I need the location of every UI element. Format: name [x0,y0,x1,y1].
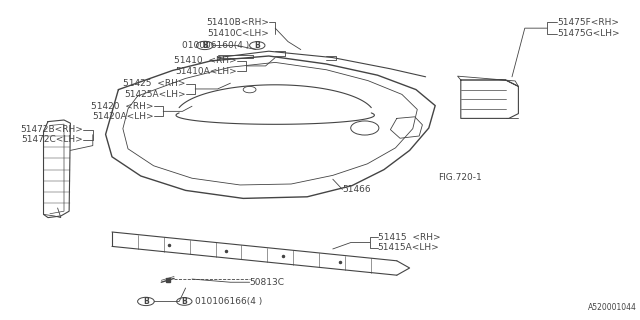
Text: 51420A<LH>: 51420A<LH> [92,112,154,121]
Text: 51420  <RH>: 51420 <RH> [91,102,154,111]
Text: 51472C<LH>: 51472C<LH> [22,135,83,144]
Text: B: B [255,41,260,50]
Text: 51410A<LH>: 51410A<LH> [175,67,237,76]
Text: B: B [202,41,207,50]
Text: 51425A<LH>: 51425A<LH> [124,90,186,99]
Text: 51415  <RH>: 51415 <RH> [378,233,440,242]
Text: 51410C<LH>: 51410C<LH> [207,29,269,38]
Text: FIG.720-1: FIG.720-1 [438,173,482,182]
Text: 51475F<RH>: 51475F<RH> [557,18,619,27]
Text: 51475G<LH>: 51475G<LH> [557,29,620,38]
Text: 010106166(4 ): 010106166(4 ) [195,297,262,306]
Text: 51472B<RH>: 51472B<RH> [20,125,83,134]
Text: 50813C: 50813C [250,278,285,287]
Text: 010006160(4 ): 010006160(4 ) [182,41,250,50]
Text: 51415A<LH>: 51415A<LH> [378,243,439,252]
Text: 51466: 51466 [342,185,371,194]
Text: 51410  <RH>: 51410 <RH> [174,56,237,65]
Text: B: B [143,297,148,306]
Text: A520001044: A520001044 [588,303,637,312]
Text: 51425  <RH>: 51425 <RH> [123,79,186,88]
Text: 51410B<RH>: 51410B<RH> [206,18,269,27]
Text: B: B [182,297,187,306]
